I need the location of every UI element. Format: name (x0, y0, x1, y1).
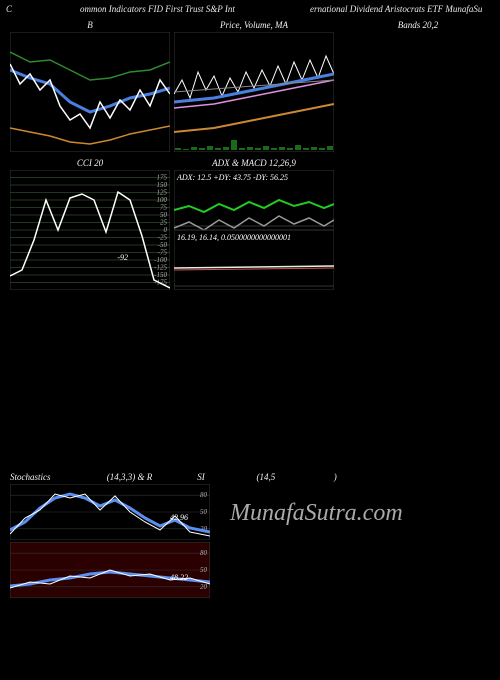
chart-adx-macd: ADX: 12.5 +DY: 43.75 -DY: 56.25 16.19, 16… (174, 170, 334, 290)
header-left: C (6, 4, 12, 14)
chart-bollinger (10, 32, 170, 152)
svg-text:50: 50 (200, 508, 208, 516)
svg-text:80: 80 (200, 491, 208, 499)
stochastics-section: Stochastics (14,3,3) & R SI (14,5 ) 80 50… (10, 470, 490, 598)
chart-grid: B Price, Volume, MA Bands 20,2 CCI 20 17… (10, 18, 498, 290)
panel-bollinger: B (10, 18, 170, 152)
chart-stochastics-1: 80502042.96 (10, 484, 210, 540)
panel-cci: CCI 20 1751501251007550250-25-50-75-100-… (10, 156, 170, 290)
panel-bands: Bands 20,2 (338, 18, 498, 152)
chart-bands (338, 32, 498, 152)
svg-text:ADX: 12.5 +DY: 43.75 -DY: 56.2: ADX: 12.5 +DY: 43.75 -DY: 56.25 (176, 173, 288, 182)
header-right: ernational Dividend Aristocrats ETF Muna… (310, 4, 482, 14)
chart-stochastics-2: 80 50 20 48.22 (10, 542, 210, 598)
svg-text:20: 20 (200, 583, 208, 591)
svg-text:16.19, 16.14, 0.050000000000: 16.19, 16.14, 0.0500000000000001 (177, 233, 291, 242)
panel-price-title: Price, Volume, MA (174, 18, 334, 32)
svg-text:50: 50 (200, 566, 208, 574)
panel-price: Price, Volume, MA (174, 18, 334, 152)
panel-adx-title: ADX & MACD 12,26,9 (174, 156, 334, 170)
svg-text:80: 80 (200, 549, 208, 557)
header-mid: ommon Indicators FID First Trust S&P Int (80, 4, 235, 14)
panel-bollinger-title: B (10, 18, 170, 32)
svg-text:48.22: 48.22 (170, 573, 188, 582)
svg-text:-92: -92 (117, 253, 128, 262)
chart-cci: 1751501251007550250-25-50-75-100-125-150… (10, 170, 170, 290)
svg-text:42.96: 42.96 (170, 513, 188, 522)
panel-empty (338, 156, 498, 290)
watermark: MunafaSutra.com (230, 500, 403, 527)
panel-adx-macd: ADX & MACD 12,26,9 ADX: 12.5 +DY: 43.75 … (174, 156, 334, 290)
stochastics-title: Stochastics (14,3,3) & R SI (14,5 ) (10, 470, 490, 484)
panel-bands-title: Bands 20,2 (338, 18, 498, 32)
panel-cci-title: CCI 20 (10, 156, 170, 170)
chart-price (174, 32, 334, 152)
